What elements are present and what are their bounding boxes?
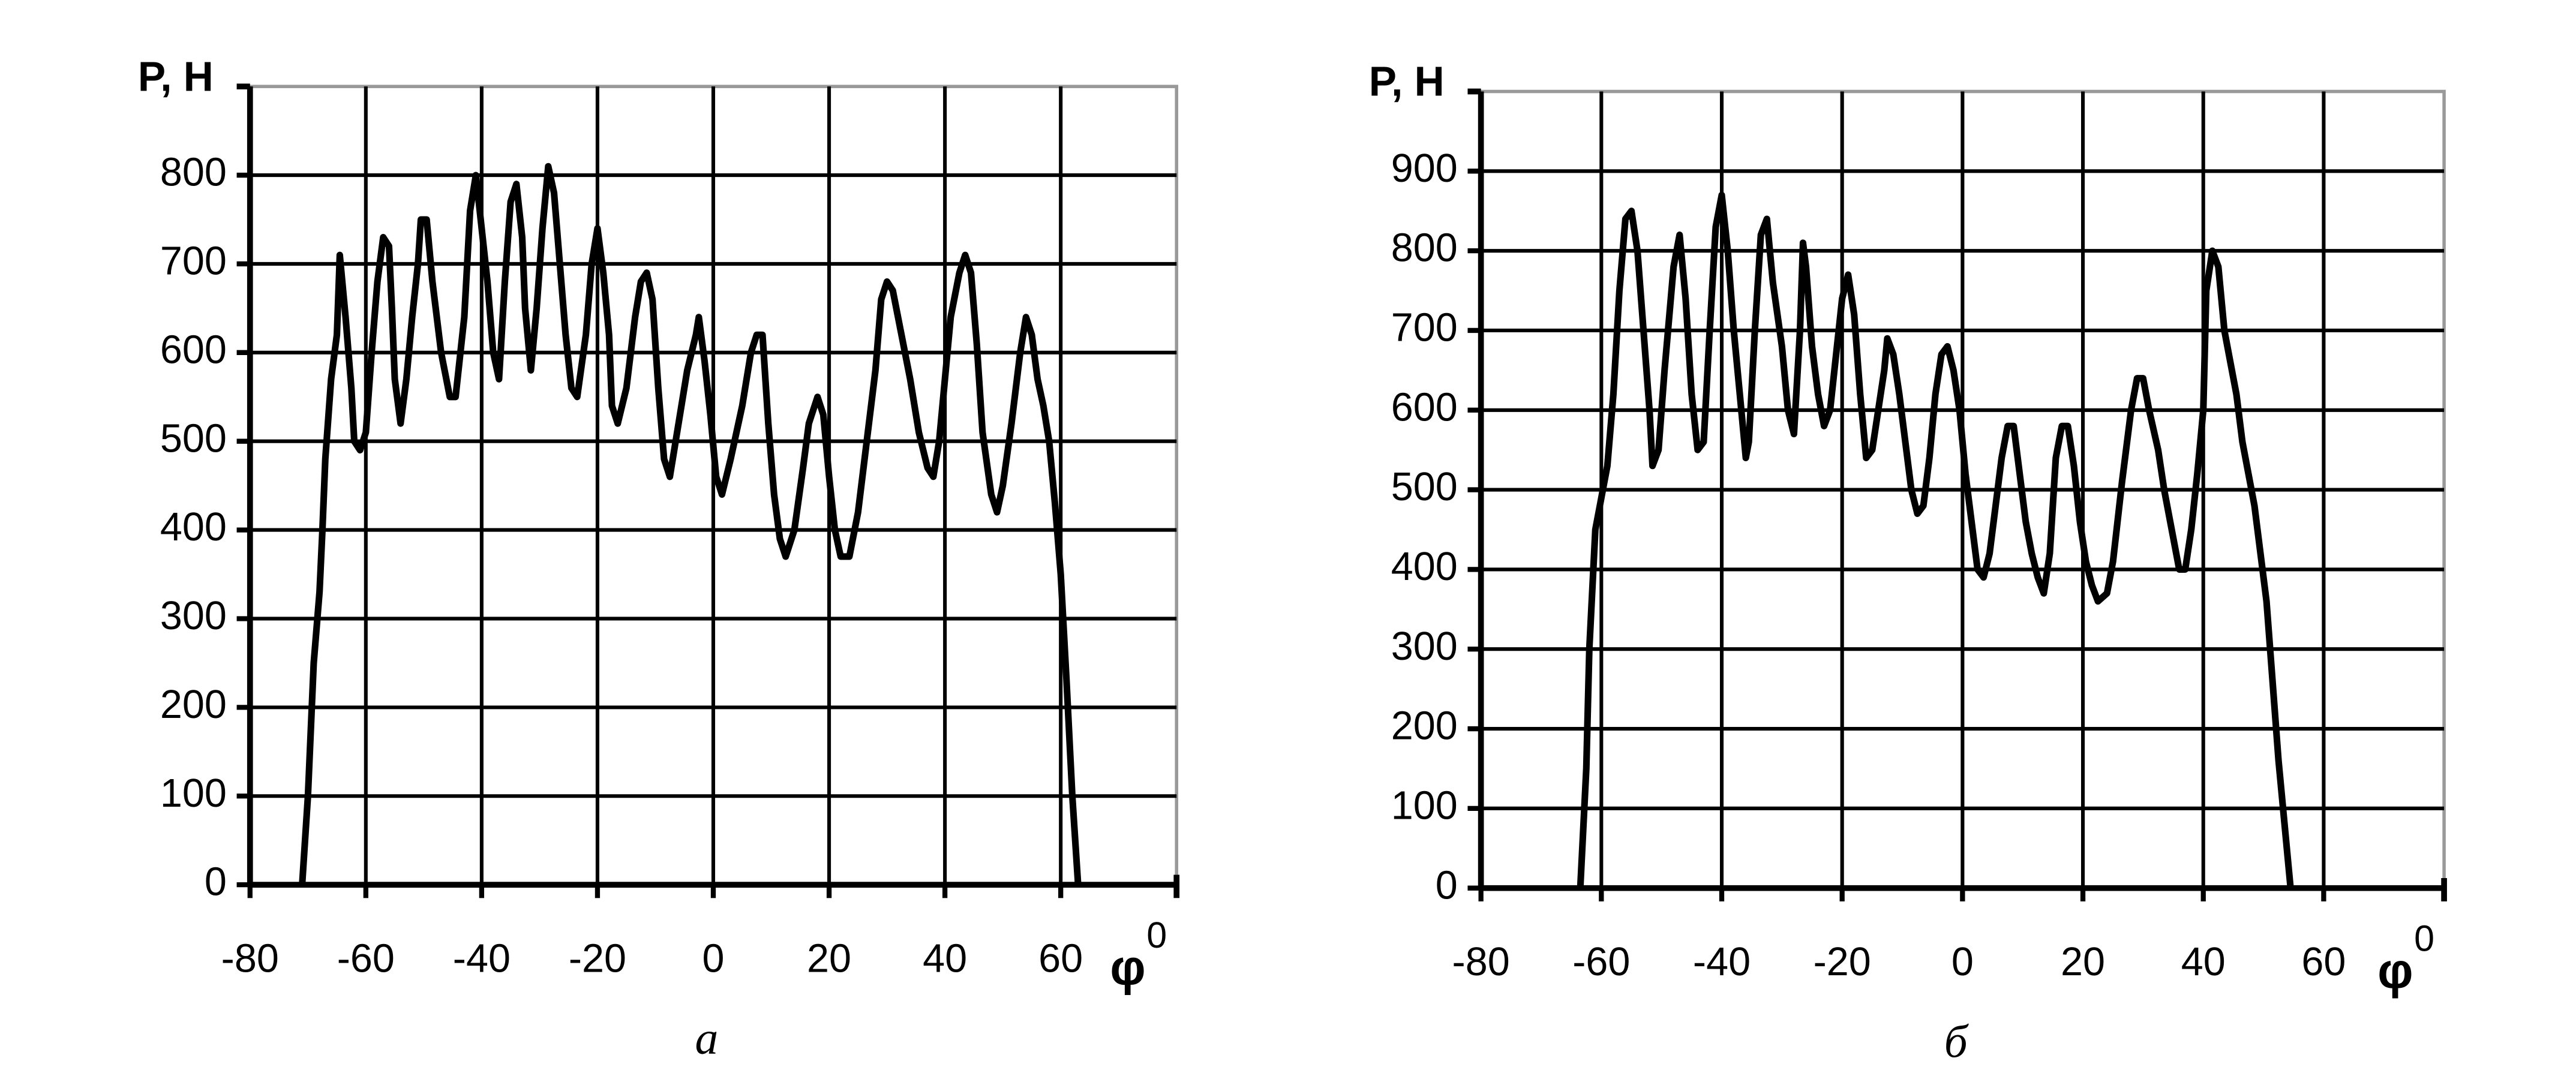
x-tick-label: 20 [2061,940,2105,984]
y-tick-label: 500 [160,416,227,461]
data-line [299,163,1082,885]
y-tick-label: 600 [1391,385,1458,429]
y-axis-label: P, H [1369,58,1445,105]
x-axis-label-superscript: 0 [1146,915,1167,955]
x-tick-label: -60 [337,936,395,981]
y-tick-label: 900 [1391,146,1458,191]
x-tick-label: 40 [923,936,967,981]
x-axis-label: φ [2377,943,2413,999]
x-tick-label: -40 [1693,940,1751,984]
y-tick-label: 800 [160,151,227,195]
y-tick-label: 100 [160,771,227,816]
x-tick-label: 0 [702,936,724,981]
y-tick-label: 200 [1391,704,1458,749]
x-tick-label: 0 [1951,940,1974,984]
y-tick-label: 700 [160,239,227,284]
x-tick-label: 60 [1038,936,1083,981]
caption: а [695,1012,719,1063]
y-tick-label: 500 [1391,465,1458,509]
data-line [1577,191,2294,889]
y-tick-label: 300 [160,594,227,638]
y-tick-label: 300 [1391,624,1458,669]
x-axis-label: φ [1110,939,1146,995]
y-tick-label: 0 [1436,863,1458,907]
x-tick-label: -60 [1572,940,1630,984]
y-tick-label: 700 [1391,306,1458,350]
x-tick-label: -20 [569,936,626,981]
x-tick-label: -80 [221,936,279,981]
x-tick-label: 60 [2301,940,2346,984]
x-tick-label: -40 [453,936,511,981]
y-tick-label: 800 [1391,226,1458,270]
y-tick-label: 600 [160,327,227,372]
y-tick-label: 200 [160,683,227,727]
x-tick-label: 20 [807,936,851,981]
y-tick-label: 400 [1391,545,1458,589]
y-tick-label: 0 [205,860,227,904]
x-axis-label-superscript: 0 [2414,918,2434,959]
x-tick-label: -80 [1452,940,1510,984]
x-tick-label: -20 [1814,940,1871,984]
y-tick-label: 400 [160,505,227,549]
x-tick-label: 40 [2181,940,2226,984]
caption: б [1944,1015,1969,1067]
y-tick-label: 100 [1391,783,1458,828]
y-axis-label: P, H [138,53,214,100]
